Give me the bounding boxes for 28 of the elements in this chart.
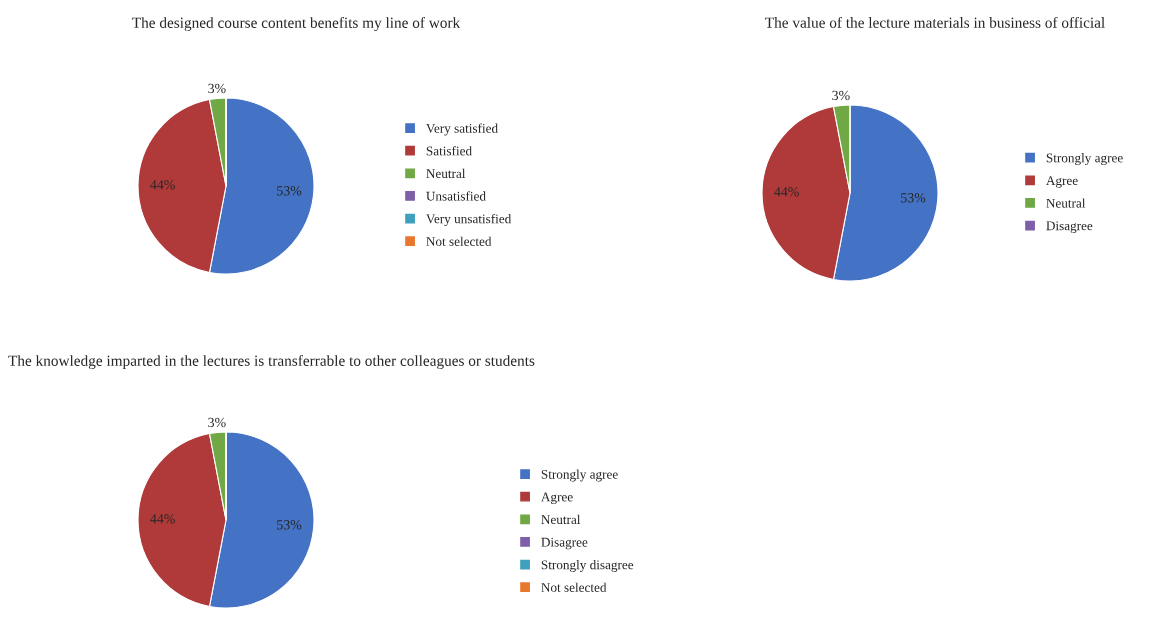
legend-label: Neutral bbox=[1046, 198, 1086, 208]
legend-label: Unsatisfied bbox=[426, 191, 486, 201]
data-label: 3% bbox=[208, 417, 226, 428]
data-label: 44% bbox=[774, 187, 799, 197]
data-label: 3% bbox=[208, 83, 226, 94]
legend-label: Disagree bbox=[541, 537, 588, 550]
legend-label: Strongly disagree bbox=[541, 560, 634, 572]
legend-label: Strongly agree bbox=[541, 469, 618, 482]
legend-label: Neutral bbox=[426, 168, 466, 179]
legend-label: Agree bbox=[1046, 176, 1078, 188]
data-label: 44% bbox=[150, 514, 175, 524]
chart-title: The value of the lecture materials in business of official bbox=[765, 16, 1105, 28]
legend-label: Satisfied bbox=[426, 146, 472, 156]
legend-label: Not selected bbox=[541, 582, 607, 592]
legend-label: Agree bbox=[541, 492, 573, 505]
data-label: 53% bbox=[277, 186, 302, 196]
legend-label: Very satisfied bbox=[426, 123, 498, 136]
data-label: 53% bbox=[277, 520, 302, 530]
legend-label: Neutral bbox=[541, 514, 581, 525]
legend-label: Not selected bbox=[426, 236, 492, 246]
chart-title: The knowledge imparted in the lectures is transferrable to other colleagues or students bbox=[8, 354, 535, 370]
legend-label: Very unsatisfied bbox=[426, 213, 512, 227]
legend-label: Strongly agree bbox=[1046, 153, 1123, 166]
chart-title: The designed course content benefits my line of work bbox=[132, 16, 461, 32]
data-label: 53% bbox=[901, 193, 926, 203]
data-label: 3% bbox=[832, 90, 850, 101]
legend-label: Disagree bbox=[1046, 221, 1093, 233]
data-label: 44% bbox=[150, 180, 175, 190]
